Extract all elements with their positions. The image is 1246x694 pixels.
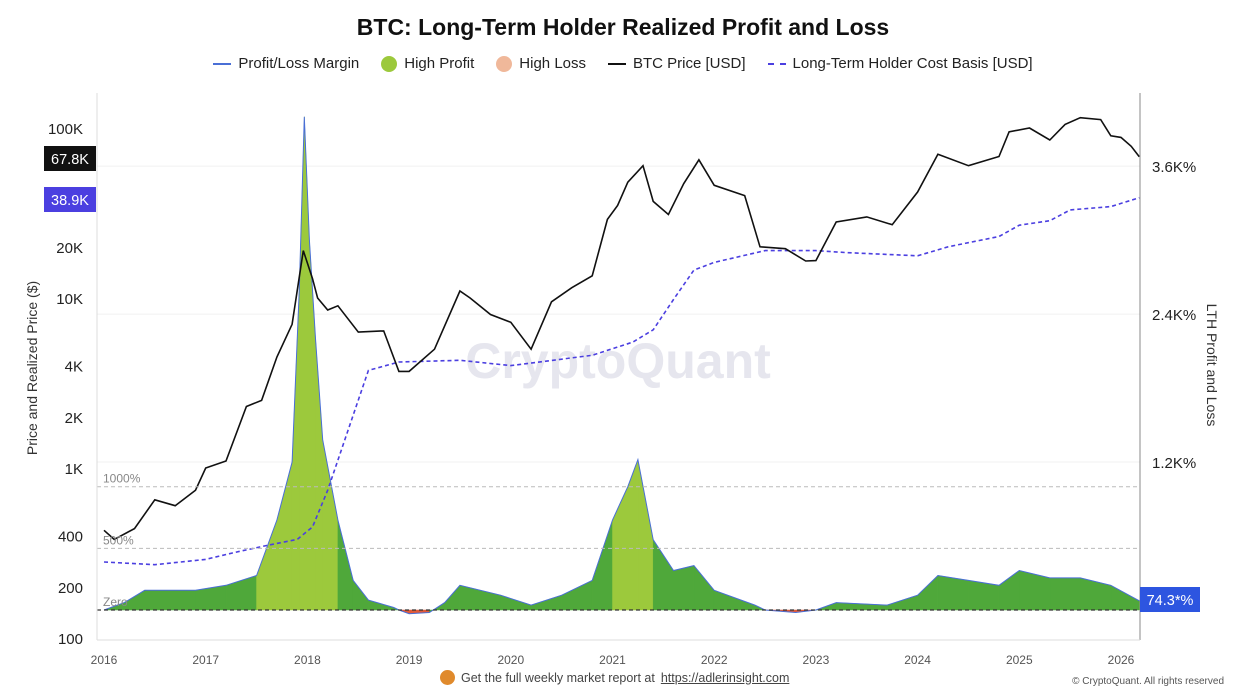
- left-tick-label: 100: [58, 631, 83, 648]
- x-tick-label: 2018: [294, 653, 321, 667]
- margin-area-segment: [500, 594, 532, 611]
- margin-area-segment: [276, 461, 293, 611]
- margin-area-segment: [713, 589, 756, 611]
- margin-area-segment: [1049, 577, 1081, 611]
- chart-title: BTC: Long-Term Holder Realized Profit an…: [356, 14, 890, 40]
- margin-area-segment: [530, 594, 562, 611]
- margin-area-segment: [937, 575, 969, 611]
- margin-area-segment: [256, 519, 278, 611]
- margin-area-segment: [652, 538, 674, 611]
- legend-item-margin[interactable]: Profit/Loss Margin: [213, 55, 359, 72]
- margin-area-segment: [591, 519, 613, 611]
- reference-label: 500%: [103, 533, 134, 547]
- copyright: © CryptoQuant. All rights reserved: [1072, 676, 1224, 687]
- margin-area-segment: [998, 570, 1020, 611]
- margin-area-segment: [315, 338, 323, 611]
- legend-label: BTC Price [USD]: [633, 55, 746, 72]
- right-tick-label: 3.6K%: [1152, 159, 1196, 176]
- legend-label: High Profit: [404, 55, 475, 72]
- left-tick-label: 200: [58, 580, 83, 597]
- legend-item-high-profit[interactable]: High Profit: [381, 55, 474, 72]
- left-tick-label: 400: [58, 529, 83, 546]
- reference-label: 1000%: [103, 472, 141, 486]
- left-tick-label: 10K: [56, 291, 83, 308]
- margin-area-segment: [673, 565, 695, 611]
- price-tag: [44, 146, 96, 171]
- orange-dot-icon: [440, 670, 455, 685]
- reference-label: Zero: [103, 595, 128, 609]
- margin-area-segment: [352, 579, 369, 611]
- margin-area-segment: [337, 519, 354, 611]
- x-tick-label: 2021: [599, 653, 626, 667]
- x-tick-label: 2019: [396, 653, 423, 667]
- margin-area-segment: [144, 590, 196, 611]
- footer: Get the full weekly market report at htt…: [440, 670, 789, 685]
- right-axis-label: LTH Profit and Loss: [1204, 304, 1220, 427]
- legend-label: Profit/Loss Margin: [238, 55, 360, 72]
- left-tick-label: 100K: [48, 121, 83, 138]
- margin-tag: [1140, 587, 1200, 612]
- watermark: CryptoQuant: [465, 333, 771, 389]
- price-tag-label: 67.8K: [51, 152, 89, 168]
- cost-tag-label: 38.9K: [51, 193, 89, 209]
- footer-text: Get the full weekly market report at: [461, 670, 655, 685]
- x-tick-label: 2024: [904, 653, 931, 667]
- legend-label: Long-Term Holder Cost Basis [USD]: [792, 55, 1033, 72]
- price-line: [103, 116, 1140, 541]
- x-tick-label: 2016: [91, 653, 118, 667]
- legend-item-price[interactable]: BTC Price [USD]: [608, 55, 746, 72]
- legend-item-cost-basis[interactable]: Long-Term Holder Cost Basis [USD]: [767, 55, 1033, 72]
- legend-label: High Loss: [519, 55, 586, 72]
- left-tick-label: 4K: [65, 359, 83, 376]
- left-tick-label: 20K: [56, 240, 83, 257]
- margin-area-segment: [886, 594, 918, 611]
- x-tick-label: 2026: [1108, 653, 1135, 667]
- cost-tag: [44, 187, 96, 212]
- right-tick-label: 2.4K%: [1152, 307, 1196, 324]
- left-tick-label: 2K: [65, 410, 83, 427]
- x-tick-label: 2020: [497, 653, 524, 667]
- x-tick-label: 2025: [1006, 653, 1033, 667]
- right-tick-label: 1.2K%: [1152, 455, 1196, 472]
- legend-item-high-loss[interactable]: High Loss: [496, 55, 586, 72]
- margin-area-segment: [291, 289, 300, 611]
- margin-area-segment: [459, 585, 501, 611]
- margin-area-segment: [444, 584, 461, 611]
- left-axis-label: Price and Realized Price ($): [24, 281, 40, 455]
- margin-area-segment: [1110, 584, 1140, 611]
- cost-basis-line: [103, 196, 1140, 566]
- margin-tag-label: 74.3*%: [1147, 593, 1194, 609]
- x-tick-label: 2022: [701, 653, 728, 667]
- left-tick-label: 1K: [65, 461, 83, 478]
- margin-area-segment: [693, 564, 715, 611]
- x-tick-label: 2023: [803, 653, 830, 667]
- margin-area-segment: [637, 459, 654, 611]
- legend: Profit/Loss Margin High Profit High Loss…: [0, 55, 1246, 72]
- margin-area-segment: [1080, 577, 1112, 611]
- margin-area-segment: [561, 580, 593, 611]
- x-tick-label: 2017: [192, 653, 219, 667]
- margin-line: [103, 116, 1140, 615]
- footer-link[interactable]: https://adlerinsight.com: [660, 670, 790, 685]
